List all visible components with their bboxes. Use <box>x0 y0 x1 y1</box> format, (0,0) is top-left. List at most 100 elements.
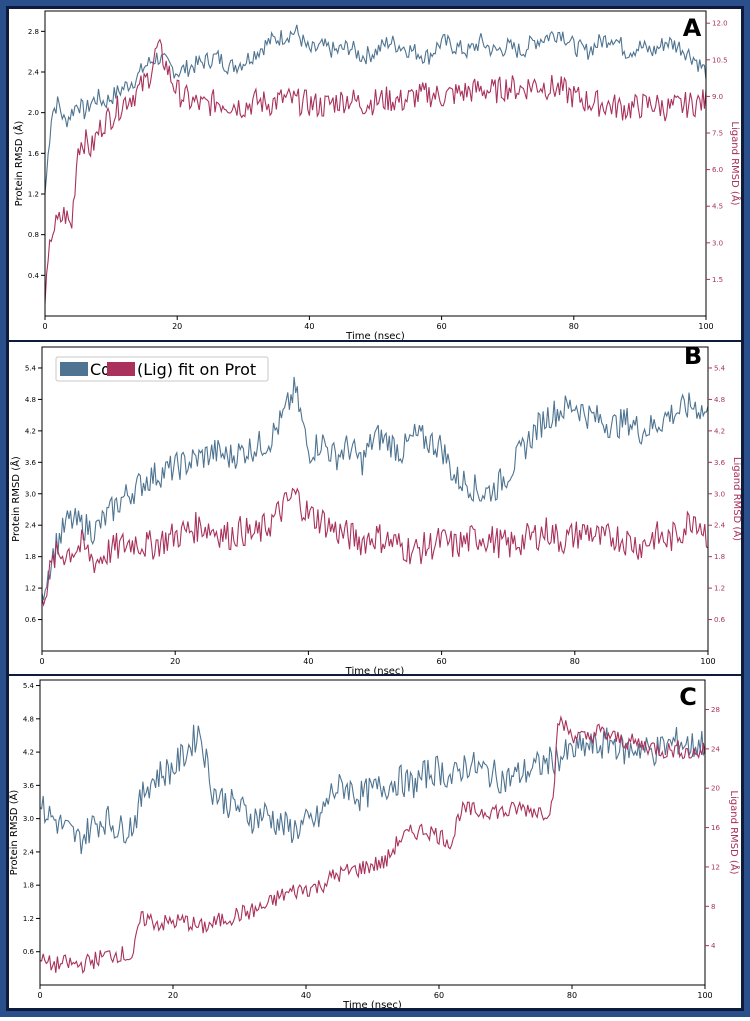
x-tick-label: 80 <box>570 657 580 666</box>
panel-label: A <box>683 14 702 42</box>
y-tick-label: 1.2 <box>28 191 39 199</box>
y2-tick-label: 16 <box>711 824 720 832</box>
plot-frame <box>44 10 707 317</box>
y-tick-label: 5.4 <box>25 364 37 372</box>
panel-label: C <box>679 683 697 711</box>
x-tick-label: 60 <box>437 657 447 666</box>
x-tick-label: 80 <box>567 991 577 1000</box>
x-tick-label: 100 <box>700 657 715 666</box>
x-tick-label: 0 <box>37 991 42 1000</box>
y2-tick-label: 28 <box>711 706 720 714</box>
x-tick-label: 80 <box>569 322 579 331</box>
y-tick-label: 1.2 <box>23 915 34 923</box>
y-tick-label: 4.8 <box>25 396 36 404</box>
panel-divider-1 <box>6 340 744 342</box>
y-tick-label: 2.8 <box>28 28 39 36</box>
x-tick-label: 0 <box>42 322 47 331</box>
y-tick-label: 1.2 <box>25 585 36 593</box>
x-axis-label: Time (nsec) <box>345 331 405 342</box>
x-tick-label: 100 <box>698 322 713 331</box>
y-tick-label: 2.4 <box>28 69 40 77</box>
y2-tick-label: 1.8 <box>714 553 725 561</box>
x-axis-label: Time (nsec) <box>345 666 405 677</box>
y2-tick-label: 4.8 <box>714 396 725 404</box>
y2-tick-label: 4 <box>711 942 716 950</box>
inner-frame <box>6 6 744 1011</box>
legend-label-protein: Cα <box>90 360 112 379</box>
series-line-protein <box>44 24 707 195</box>
series-line-protein <box>41 376 709 601</box>
y2-tick-label: 0.6 <box>714 616 726 624</box>
y-tick-label: 0.6 <box>23 948 35 956</box>
plot-frame <box>41 346 709 652</box>
y2-tick-label: 2.4 <box>714 522 726 530</box>
chart-panel-b: 0 20 40 60 80 100 Time (nsec) 0.6 1.2 1.8 2.4 3.0 3.… <box>9 342 744 677</box>
y2-tick-label: 4.2 <box>714 427 725 435</box>
panel-divider-2 <box>6 674 744 676</box>
panel-label: B <box>684 342 702 370</box>
series-line-ligand <box>41 487 709 608</box>
legend: Cα (Lig) fit on Prot <box>55 356 269 382</box>
y-tick-label: 0.4 <box>28 272 40 280</box>
y-tick-label: 0.8 <box>28 231 39 239</box>
x-tick-label: 60 <box>437 322 447 331</box>
y-axis-label: Protein RMSD (Å) <box>9 456 22 542</box>
y-tick-label: 4.8 <box>23 715 34 723</box>
series-line-ligand <box>39 715 706 975</box>
y-tick-label: 2.4 <box>25 522 37 530</box>
y-tick-label: 4.2 <box>23 749 34 757</box>
y-tick-label: 5.4 <box>23 682 35 690</box>
y2-tick-label: 3.0 <box>714 490 725 498</box>
y-tick-label: 3.6 <box>25 459 37 467</box>
y-tick-label: 3.0 <box>25 490 36 498</box>
x-tick-label: 40 <box>303 657 313 666</box>
chart-panel-c: 0 20 40 60 80 100 Time (nsec) 0.6 1.2 1.8 2.4 3.0 3.… <box>7 679 741 1011</box>
y2-tick-label: 9.0 <box>712 93 723 101</box>
y-tick-label: 2.4 <box>23 848 35 856</box>
y-tick-label: 2.0 <box>28 109 39 117</box>
y2-tick-label: 8 <box>711 903 715 911</box>
y2-tick-label: 1.5 <box>712 276 723 284</box>
y-axis-label: Protein RMSD (Å) <box>7 790 20 876</box>
y2-tick-label: 1.2 <box>714 585 725 593</box>
chart-panel-a: 0 20 40 60 80 100 Time (nsec) 0.4 0.8 1.2 1.6 2.0 2.… <box>12 10 742 342</box>
x-tick-label: 40 <box>301 991 311 1000</box>
legend-label-ligand: (Lig) fit on Prot <box>137 360 256 379</box>
plot-frame <box>39 679 706 986</box>
y2-tick-label: 20 <box>711 785 720 793</box>
x-tick-label: 60 <box>434 991 444 1000</box>
y-tick-label: 1.8 <box>23 882 34 890</box>
legend-swatch-ligand <box>107 362 135 376</box>
y2-tick-label: 7.5 <box>712 130 723 138</box>
y-tick-label: 3.6 <box>23 782 35 790</box>
y2-tick-label: 5.4 <box>714 364 726 372</box>
y-axis-label: Protein RMSD (Å) <box>12 121 25 207</box>
y2-tick-label: 10.5 <box>712 56 728 64</box>
y2-axis-label: Ligand RMSD (Å) <box>729 121 742 205</box>
y2-axis-label: Ligand RMSD (Å) <box>731 457 744 541</box>
y2-tick-label: 24 <box>711 745 720 753</box>
y2-tick-label: 3.6 <box>714 459 726 467</box>
y2-axis-label: Ligand RMSD (Å) <box>728 790 741 874</box>
y2-tick-label: 3.0 <box>712 239 723 247</box>
y-tick-label: 3.0 <box>23 815 34 823</box>
y2-tick-label: 6.0 <box>712 166 723 174</box>
x-axis-label: Time (nsec) <box>342 1000 402 1011</box>
y2-tick-label: 12.0 <box>712 20 728 28</box>
y-tick-label: 1.8 <box>25 553 36 561</box>
x-tick-label: 20 <box>168 991 178 1000</box>
legend-swatch-protein <box>60 362 88 376</box>
x-tick-label: 0 <box>39 657 44 666</box>
y2-tick-label: 12 <box>711 863 720 871</box>
series-line-ligand <box>44 38 707 304</box>
x-tick-label: 20 <box>170 657 180 666</box>
y-tick-label: 0.6 <box>25 616 37 624</box>
y-tick-label: 1.6 <box>28 150 40 158</box>
x-tick-label: 40 <box>304 322 314 331</box>
y2-tick-label: 4.5 <box>712 203 723 211</box>
x-tick-label: 20 <box>172 322 182 331</box>
y-tick-label: 4.2 <box>25 427 36 435</box>
